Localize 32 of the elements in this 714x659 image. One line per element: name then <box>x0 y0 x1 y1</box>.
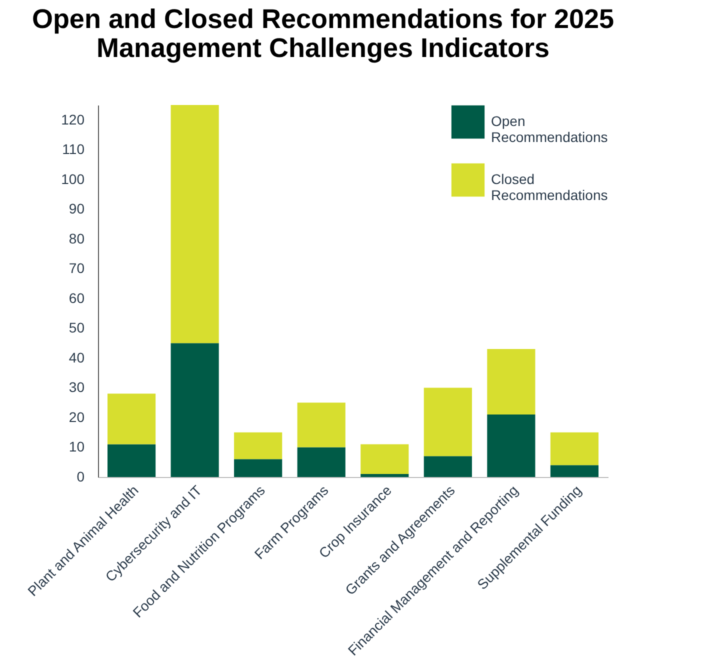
y-tick-label: 10 <box>68 438 85 455</box>
y-tick-label: 120 <box>61 111 85 128</box>
y-tick-label: 70 <box>68 260 85 276</box>
bar <box>550 432 599 466</box>
y-tick-label: 0 <box>76 468 85 484</box>
y-tick-label: 110 <box>62 141 85 158</box>
y-tick-label: 50 <box>68 320 85 336</box>
bar <box>360 474 409 477</box>
bar <box>297 402 346 448</box>
y-tick-label: 20 <box>68 408 85 425</box>
bar <box>360 444 409 474</box>
legend-label: Open Recommendations <box>491 113 608 145</box>
bar <box>424 388 472 456</box>
y-tick-label: 60 <box>68 290 85 306</box>
y-tick-label: 80 <box>68 230 85 246</box>
y-tick-label: 30 <box>68 379 85 396</box>
y-tick-label: 100 <box>61 170 85 187</box>
bar <box>107 394 156 444</box>
bar <box>550 465 599 477</box>
bar <box>170 343 219 477</box>
bar <box>487 414 536 477</box>
chart-title: Open and Closed Recommendations for 2025 Management Challenges Indicators <box>32 4 614 63</box>
bar <box>234 459 282 477</box>
y-tick-label: 90 <box>68 200 85 217</box>
y-tick-label: 40 <box>68 349 85 366</box>
bar <box>487 349 536 415</box>
bar <box>234 432 282 460</box>
bar <box>297 447 346 477</box>
bar <box>107 444 156 477</box>
legend-label: Closed Recommendations <box>491 171 608 203</box>
bar <box>424 456 472 477</box>
bar <box>170 105 219 344</box>
